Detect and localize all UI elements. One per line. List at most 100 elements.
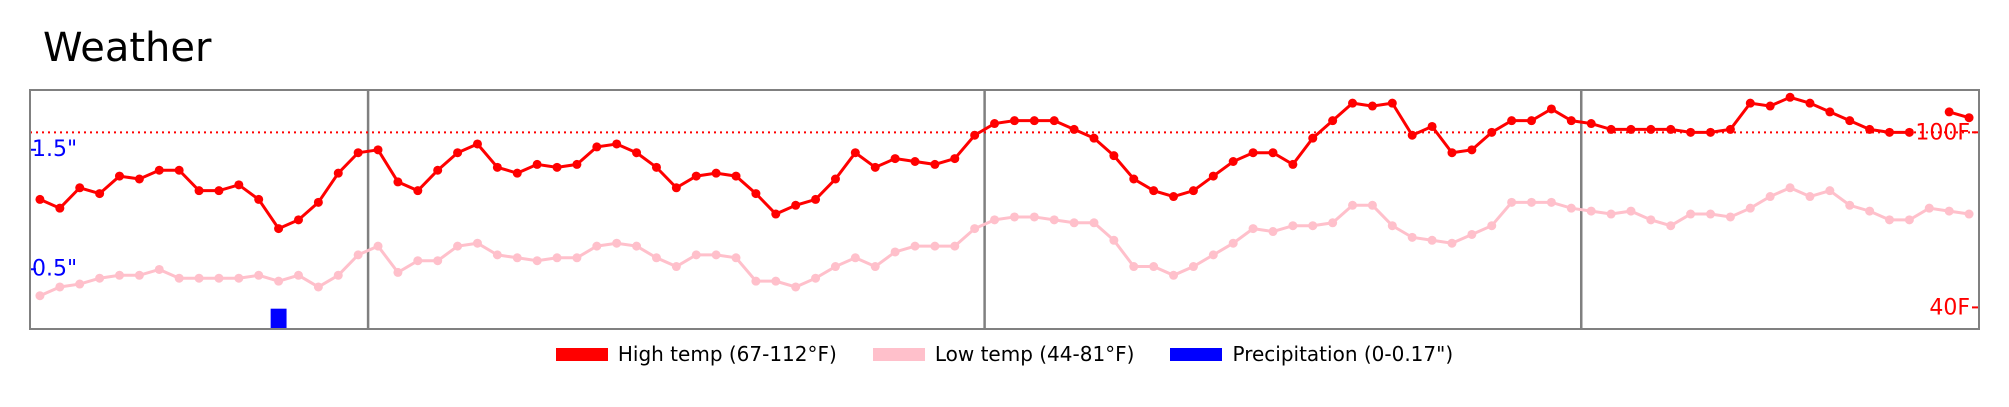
temp-marker: [1944, 107, 1954, 117]
temp-marker: [1169, 270, 1179, 280]
temp-marker: [612, 238, 622, 248]
temp-marker: [1248, 224, 1258, 234]
temp-marker: [791, 282, 801, 292]
temp-marker: [95, 273, 105, 283]
temp-marker: [572, 253, 582, 263]
temp-marker: [1606, 124, 1616, 134]
temp-marker: [532, 256, 542, 266]
temp-marker: [1208, 171, 1218, 181]
temp-marker: [353, 250, 363, 260]
temp-marker: [1785, 183, 1795, 193]
temp-marker: [1308, 221, 1318, 231]
temp-marker: [1586, 206, 1596, 216]
temp-marker: [1407, 232, 1417, 242]
temp-marker: [910, 156, 920, 166]
temp-marker: [1467, 229, 1477, 239]
temp-marker: [1885, 127, 1895, 137]
temp-marker: [134, 270, 144, 280]
temp-marker: [1725, 124, 1735, 134]
temp-marker: [1944, 206, 1954, 216]
temp-marker: [1367, 200, 1377, 210]
temp-marker: [970, 130, 980, 140]
temp-marker: [1447, 148, 1457, 158]
legend-label: Low temp (44-81°F): [934, 342, 1135, 366]
temp-marker: [890, 154, 900, 164]
temp-marker: [293, 270, 303, 280]
temp-marker: [1964, 209, 1974, 219]
temp-marker: [433, 256, 443, 266]
temp-marker: [751, 189, 761, 199]
legend: High temp (67-112°F) Low temp (44-81°F) Pr…: [0, 342, 2009, 366]
temp-marker: [35, 291, 45, 301]
temp-marker: [1805, 98, 1815, 108]
temp-marker: [890, 247, 900, 257]
legend-label: Precipitation (0-0.17"): [1232, 342, 1454, 366]
temp-marker: [1805, 192, 1815, 202]
temp-marker: [353, 148, 363, 158]
temp-marker: [1407, 130, 1417, 140]
temp-marker: [1089, 133, 1099, 143]
temp-marker: [1546, 104, 1556, 114]
temp-marker: [1904, 215, 1914, 225]
temp-marker: [1646, 124, 1656, 134]
temp-marker: [1606, 209, 1616, 219]
temp-marker: [1706, 209, 1716, 219]
temp-marker: [313, 197, 323, 207]
temp-marker: [373, 145, 383, 155]
temp-marker: [333, 270, 343, 280]
temp-marker: [1208, 250, 1218, 260]
temp-marker: [711, 250, 721, 260]
temp-marker: [1009, 116, 1019, 126]
temp-marker: [1904, 127, 1914, 137]
temp-marker: [1188, 262, 1198, 272]
temp-marker: [771, 276, 781, 286]
precip-bar: [270, 308, 287, 329]
temp-marker: [1069, 218, 1079, 228]
temp-marker: [950, 241, 960, 251]
temp-marker: [1487, 127, 1497, 137]
temp-marker: [1626, 124, 1636, 134]
temp-marker: [1686, 209, 1696, 219]
temp-marker: [1427, 235, 1437, 245]
temp-marker: [293, 215, 303, 225]
temp-marker: [512, 168, 522, 178]
temp-marker: [910, 241, 920, 251]
temp-marker: [1865, 206, 1875, 216]
temp-marker: [134, 174, 144, 184]
temp-marker: [234, 273, 244, 283]
temp-marker: [492, 250, 502, 260]
temp-marker: [771, 209, 781, 219]
temp-marker: [35, 194, 45, 204]
temp-marker: [1725, 212, 1735, 222]
temp-marker: [572, 159, 582, 169]
temp-marker: [1149, 186, 1159, 196]
temp-marker: [1646, 215, 1656, 225]
temp-marker: [1029, 212, 1039, 222]
temp-marker: [413, 256, 423, 266]
temp-marker: [1348, 98, 1358, 108]
temp-marker: [55, 203, 65, 213]
temp-marker: [950, 154, 960, 164]
temp-marker: [970, 224, 980, 234]
temp-marker: [453, 148, 463, 158]
temp-marker: [592, 241, 602, 251]
temp-marker: [1586, 119, 1596, 129]
temp-marker: [552, 162, 562, 172]
temp-marker: [274, 276, 284, 286]
temp-marker: [1507, 197, 1517, 207]
temp-marker: [1765, 192, 1775, 202]
temp-marker: [1328, 116, 1338, 126]
temp-marker: [373, 241, 383, 251]
temp-marker: [154, 264, 164, 274]
temp-marker: [254, 194, 264, 204]
temp-marker: [651, 162, 661, 172]
temp-marker: [632, 241, 642, 251]
temp-marker: [532, 159, 542, 169]
temp-marker: [1487, 221, 1497, 231]
temp-marker: [1228, 156, 1238, 166]
temp-marker: [870, 162, 880, 172]
temp-marker: [1845, 116, 1855, 126]
temp-marker: [114, 171, 124, 181]
temp-marker: [75, 183, 85, 193]
temp-marker: [1507, 116, 1517, 126]
